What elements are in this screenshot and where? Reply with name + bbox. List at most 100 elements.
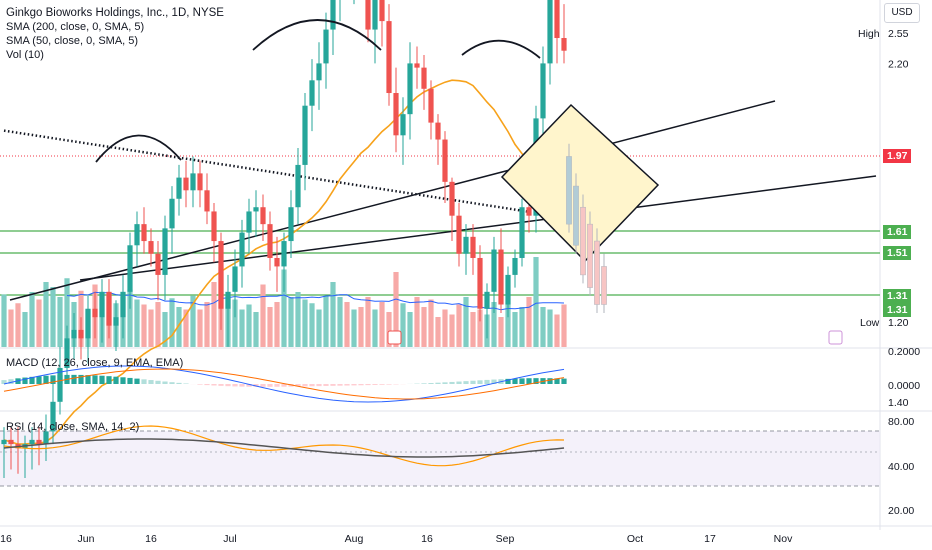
macd-signal-line xyxy=(3,368,565,400)
macd-hist-bar xyxy=(204,384,210,386)
volume-bar xyxy=(407,312,413,347)
candle-body xyxy=(253,207,259,212)
low-label: Low xyxy=(860,317,880,329)
candle-body xyxy=(176,177,182,199)
volume-bar xyxy=(232,299,238,347)
candle-body xyxy=(288,207,294,242)
candle-body xyxy=(421,67,427,89)
currency-button[interactable]: USD xyxy=(884,3,920,23)
candle-body xyxy=(554,0,560,39)
candle-body xyxy=(407,63,413,115)
macd-hist-bar xyxy=(470,380,476,384)
macd-hist-bar xyxy=(197,384,203,385)
candle-body xyxy=(372,0,378,30)
macd-hist-bar xyxy=(442,382,448,384)
candle-body xyxy=(134,224,140,246)
candle-body xyxy=(197,173,203,191)
ghost-candle-body xyxy=(601,266,607,305)
macd-hist-bar xyxy=(106,376,112,384)
volume-bar xyxy=(421,307,427,347)
volume-bar xyxy=(393,272,399,347)
macd-hist-bar xyxy=(57,375,63,384)
candle-body xyxy=(316,63,322,81)
macd-hist-bar xyxy=(1,380,7,384)
volume-bar xyxy=(127,289,133,347)
candle-body xyxy=(260,207,266,225)
rsi-tick-40: 40.00 xyxy=(888,461,914,473)
macd-hist-bar xyxy=(309,384,315,387)
candle-body xyxy=(491,249,497,292)
right-shoulder-arc xyxy=(461,39,541,59)
macd-hist-bar xyxy=(533,378,539,384)
volume-bar xyxy=(22,312,28,347)
volume-bar xyxy=(344,302,350,347)
macd-hist-bar xyxy=(218,384,224,386)
volume-bar xyxy=(295,292,301,347)
volume-bar xyxy=(211,282,217,347)
candle-body xyxy=(267,224,273,258)
macd-hist-bar xyxy=(512,378,518,384)
candle-body xyxy=(169,198,175,229)
candle-body xyxy=(540,63,546,119)
chart-legend: Ginkgo Bioworks Holdings, Inc., 1D, NYSE… xyxy=(6,6,224,62)
macd-hist-bar xyxy=(43,375,49,384)
candle-body xyxy=(323,29,329,64)
volume-bar xyxy=(491,302,497,347)
candle-body xyxy=(162,228,168,275)
ghost-candle-body xyxy=(587,223,593,288)
candle-body xyxy=(113,317,119,326)
candle-body xyxy=(400,114,406,136)
candle-body xyxy=(330,0,336,30)
candle-body xyxy=(477,257,483,309)
candle-body xyxy=(36,439,42,445)
candle-body xyxy=(127,245,133,292)
ghost-candle-body xyxy=(594,240,600,305)
volume-bar xyxy=(148,309,154,347)
rsi-ma-line xyxy=(3,438,565,458)
candle-body xyxy=(442,139,448,182)
macd-hist-bar xyxy=(274,384,280,387)
candle-body xyxy=(57,367,63,402)
volume-bar xyxy=(183,309,189,347)
macd-hist-bar xyxy=(351,384,357,386)
candle-body xyxy=(456,215,462,254)
macd-hist-bar xyxy=(155,380,161,384)
macd-hist-bar xyxy=(330,384,336,386)
candle-body xyxy=(204,190,210,212)
volume-bar xyxy=(239,309,245,347)
candle-body xyxy=(414,63,420,68)
indicator-sma50[interactable]: SMA (50, close, 0, SMA, 5) xyxy=(6,35,139,47)
volume-bar xyxy=(176,307,182,347)
volume-bar xyxy=(162,312,168,347)
indicator-volume[interactable]: Vol (10) xyxy=(6,49,44,61)
candle-body xyxy=(365,0,371,30)
candle-body xyxy=(435,122,441,140)
rsi-line xyxy=(3,425,565,467)
candle-body xyxy=(8,439,14,445)
time-axis-label-6: Sep xyxy=(496,533,515,545)
volume-bar xyxy=(253,312,259,347)
rsi-tick-80: 80.00 xyxy=(888,416,914,428)
macd-hist-bar xyxy=(435,382,441,384)
volume-bar xyxy=(379,302,385,347)
high-label: High xyxy=(858,28,880,40)
volume-bar xyxy=(386,312,392,347)
volume-bar xyxy=(526,297,532,347)
candle-body xyxy=(246,211,252,233)
volume-bar xyxy=(358,307,364,347)
macd-tick-upper: 0.2000 xyxy=(888,346,920,358)
macd-hist-bar xyxy=(547,378,553,384)
macd-title[interactable]: MACD (12, 26, close, 9, EMA, EMA) xyxy=(6,357,184,369)
macd-hist-bar xyxy=(78,374,84,384)
candle-body xyxy=(1,439,7,445)
candle-body xyxy=(155,253,161,275)
macd-hist-bar xyxy=(113,376,119,384)
volume-bar xyxy=(512,312,518,347)
head-arc xyxy=(252,19,382,51)
trend-line-upper xyxy=(9,100,776,301)
price-tick-label-3: 1.40 xyxy=(888,397,909,409)
rsi-title[interactable]: RSI (14, close, SMA, 14, 2) xyxy=(6,421,140,433)
symbol-title[interactable]: Ginkgo Bioworks Holdings, Inc., 1D, NYSE xyxy=(6,7,224,19)
indicator-sma200[interactable]: SMA (200, close, 0, SMA, 5) xyxy=(6,21,145,33)
